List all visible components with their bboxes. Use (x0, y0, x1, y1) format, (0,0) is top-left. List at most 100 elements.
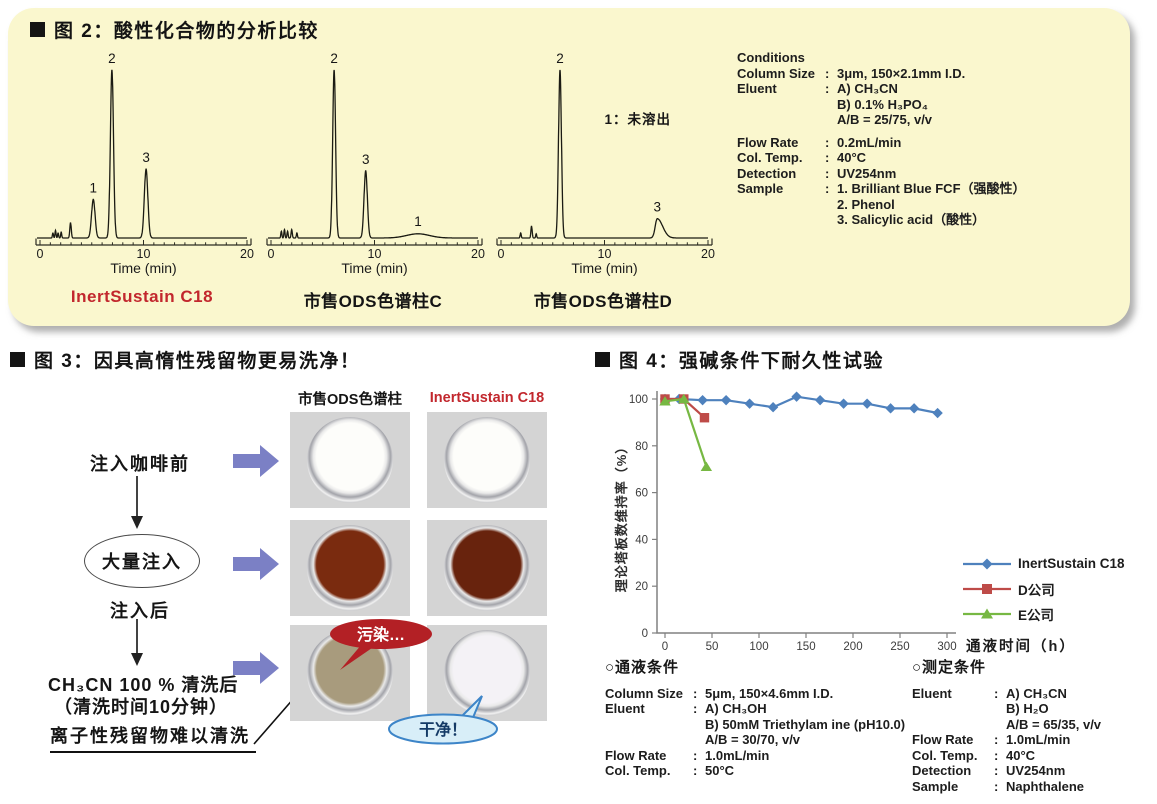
condition-value: 1. Brilliant Blue FCF（强酸性） (837, 181, 1026, 196)
condition-colon: : (994, 763, 999, 778)
condition-label: Sample (737, 181, 784, 196)
chromatogram-inertsustain-c18: 0 10 20 Time (min) 1 2 3 (26, 51, 258, 292)
frit-image (307, 525, 393, 611)
legend-item: D公司 (963, 576, 1125, 601)
condition-label (737, 97, 825, 113)
condition-label: Eluent (737, 81, 777, 96)
fig4-flow-conditions: ○通液条件 Column Size:5μm, 150×4.6mm I.D. Elu… (605, 660, 905, 779)
condition-row: Sample: Naphthalene (912, 779, 1101, 795)
frit-photo-inert-injected (427, 520, 547, 616)
chromatogram-ods-c: 0 10 20 Time (min) 2 3 1 (257, 51, 489, 292)
x-tick-label: 250 (890, 641, 909, 653)
x-tick-label: 20 (471, 247, 485, 261)
condition-spacer (737, 128, 1026, 135)
condition-row: B) H₂O (912, 701, 1101, 717)
chart-x-axis-label: 通液时间（h） (966, 639, 1076, 655)
condition-label (912, 717, 994, 733)
step-wash-line2: （清洗时间10分钟） (54, 697, 229, 717)
x-tick-label: 10 (368, 247, 382, 261)
condition-value: 3. Salicylic acid（酸性） (837, 212, 986, 227)
peak-label: 1 (414, 214, 422, 229)
condition-value: 3μm, 150×2.1mm I.D. (837, 65, 966, 81)
peak-label: 2 (108, 52, 116, 66)
condition-colon: : (994, 747, 999, 763)
ionic-residue-note: 离子性残留物难以清洗 (50, 722, 256, 753)
condition-row: A/B = 30/70, v/v (605, 732, 905, 748)
condition-row: Sample:1. Brilliant Blue FCF（强酸性） (737, 181, 1026, 197)
chromatogram-trace (37, 69, 247, 239)
fig4-title-text: 图 4：强碱条件下耐久性试验 (619, 351, 884, 372)
arrow-right-icon (233, 652, 279, 684)
x-tick-label: 300 (937, 641, 956, 653)
frit-photo-inert-before (427, 412, 547, 508)
condition-label: Flow Rate (605, 747, 667, 763)
condition-row: Eluent: A) CH₃CN (912, 686, 1101, 702)
condition-colon (994, 701, 1006, 717)
condition-row: 3. Salicylic acid（酸性） (737, 212, 1026, 228)
condition-value: A/B = 25/75, v/v (837, 112, 933, 127)
condition-value: 0.2mL/min (837, 134, 902, 150)
frit-photo-ods-injected (290, 520, 410, 616)
step-inject-label: 大量注入 (102, 552, 182, 572)
chromatogram-label: InertSustain C18 (70, 287, 214, 306)
condition-label: Column Size (737, 65, 816, 81)
y-tick-label: 100 (629, 394, 648, 406)
condition-row: Column Size:5μm, 150×4.6mm I.D. (605, 686, 905, 702)
condition-colon (994, 717, 1006, 733)
fig3-title: 图 3：因具高惰性残留物更易洗净！ (10, 346, 360, 373)
arrow-down-icon (131, 619, 143, 666)
axes (656, 391, 956, 634)
legend-marker-icon (963, 608, 1011, 618)
flow-conditions-heading: ○通液条件 (605, 659, 680, 676)
condition-label: Eluent (912, 685, 952, 701)
condition-value: A) CH₃CN (837, 81, 898, 96)
condition-value: A/B = 30/70, v/v (705, 732, 801, 747)
condition-colon: : (994, 732, 999, 747)
y-tick-label: 40 (635, 534, 648, 546)
condition-row: A/B = 25/75, v/v (737, 112, 1026, 128)
arrow-right-icon (233, 445, 279, 477)
condition-label: Col. Temp. (737, 150, 803, 165)
condition-label: Sample (912, 778, 959, 794)
frit-image (444, 417, 530, 503)
condition-row: Flow Rate:1.0mL/min (605, 748, 905, 764)
fig3-title-text: 图 3：因具高惰性残留物更易洗净！ (34, 351, 361, 372)
chromatogram-trace (268, 69, 478, 239)
speech-bubble-dirty: 污染… (330, 619, 432, 670)
step-after-injection: 注入后 (110, 601, 170, 621)
condition-colon: : (825, 181, 830, 196)
condition-colon (693, 732, 705, 748)
condition-label (737, 112, 825, 128)
condition-colon: : (825, 165, 830, 181)
condition-value: A) CH₃OH (705, 701, 767, 716)
chromatogram-plot: 0 10 20 Time (min) 2 3 1 (266, 51, 485, 276)
condition-colon: : (825, 150, 830, 165)
x-axis-title: Time (min) (341, 260, 407, 276)
not-eluted-annotation: 1：未溶出 (605, 111, 672, 127)
peak-label: 3 (362, 152, 370, 167)
x-tick-label: 10 (598, 247, 612, 261)
clean-bubble-label: 干净！ (419, 720, 467, 739)
fig4-measure-conditions: ○测定条件 Eluent: A) CH₃CN B) H₂O A/B = 65/35, … (912, 660, 1101, 794)
speech-bubble-clean: 干净！ (388, 695, 498, 745)
condition-colon (825, 197, 837, 213)
x-tick-label: 10 (137, 247, 151, 261)
condition-row: A/B = 65/35, v/v (912, 717, 1101, 733)
fig2-title: 图 2：酸性化合物的分析比较 (30, 16, 319, 43)
legend-label: D公司 (1018, 582, 1055, 598)
step-before-injection: 注入咖啡前 (90, 454, 190, 474)
condition-label (912, 701, 994, 717)
condition-label (737, 197, 825, 213)
condition-colon: : (693, 701, 698, 716)
arrow-right-icon (233, 548, 279, 580)
condition-row: B) 50mM Triethylam ine (pH10.0) (605, 717, 905, 733)
condition-colon (825, 97, 837, 113)
condition-colon: : (994, 685, 999, 701)
fig2-conditions: Conditions Column Size:3μm, 150×2.1mm I.… (737, 50, 1026, 228)
frit-image (444, 525, 530, 611)
section-bullet-icon (30, 22, 45, 37)
peak-label: 2 (556, 52, 564, 66)
condition-row: Col. Temp.:50°C (605, 763, 905, 779)
condition-value: 2. Phenol (837, 196, 895, 212)
